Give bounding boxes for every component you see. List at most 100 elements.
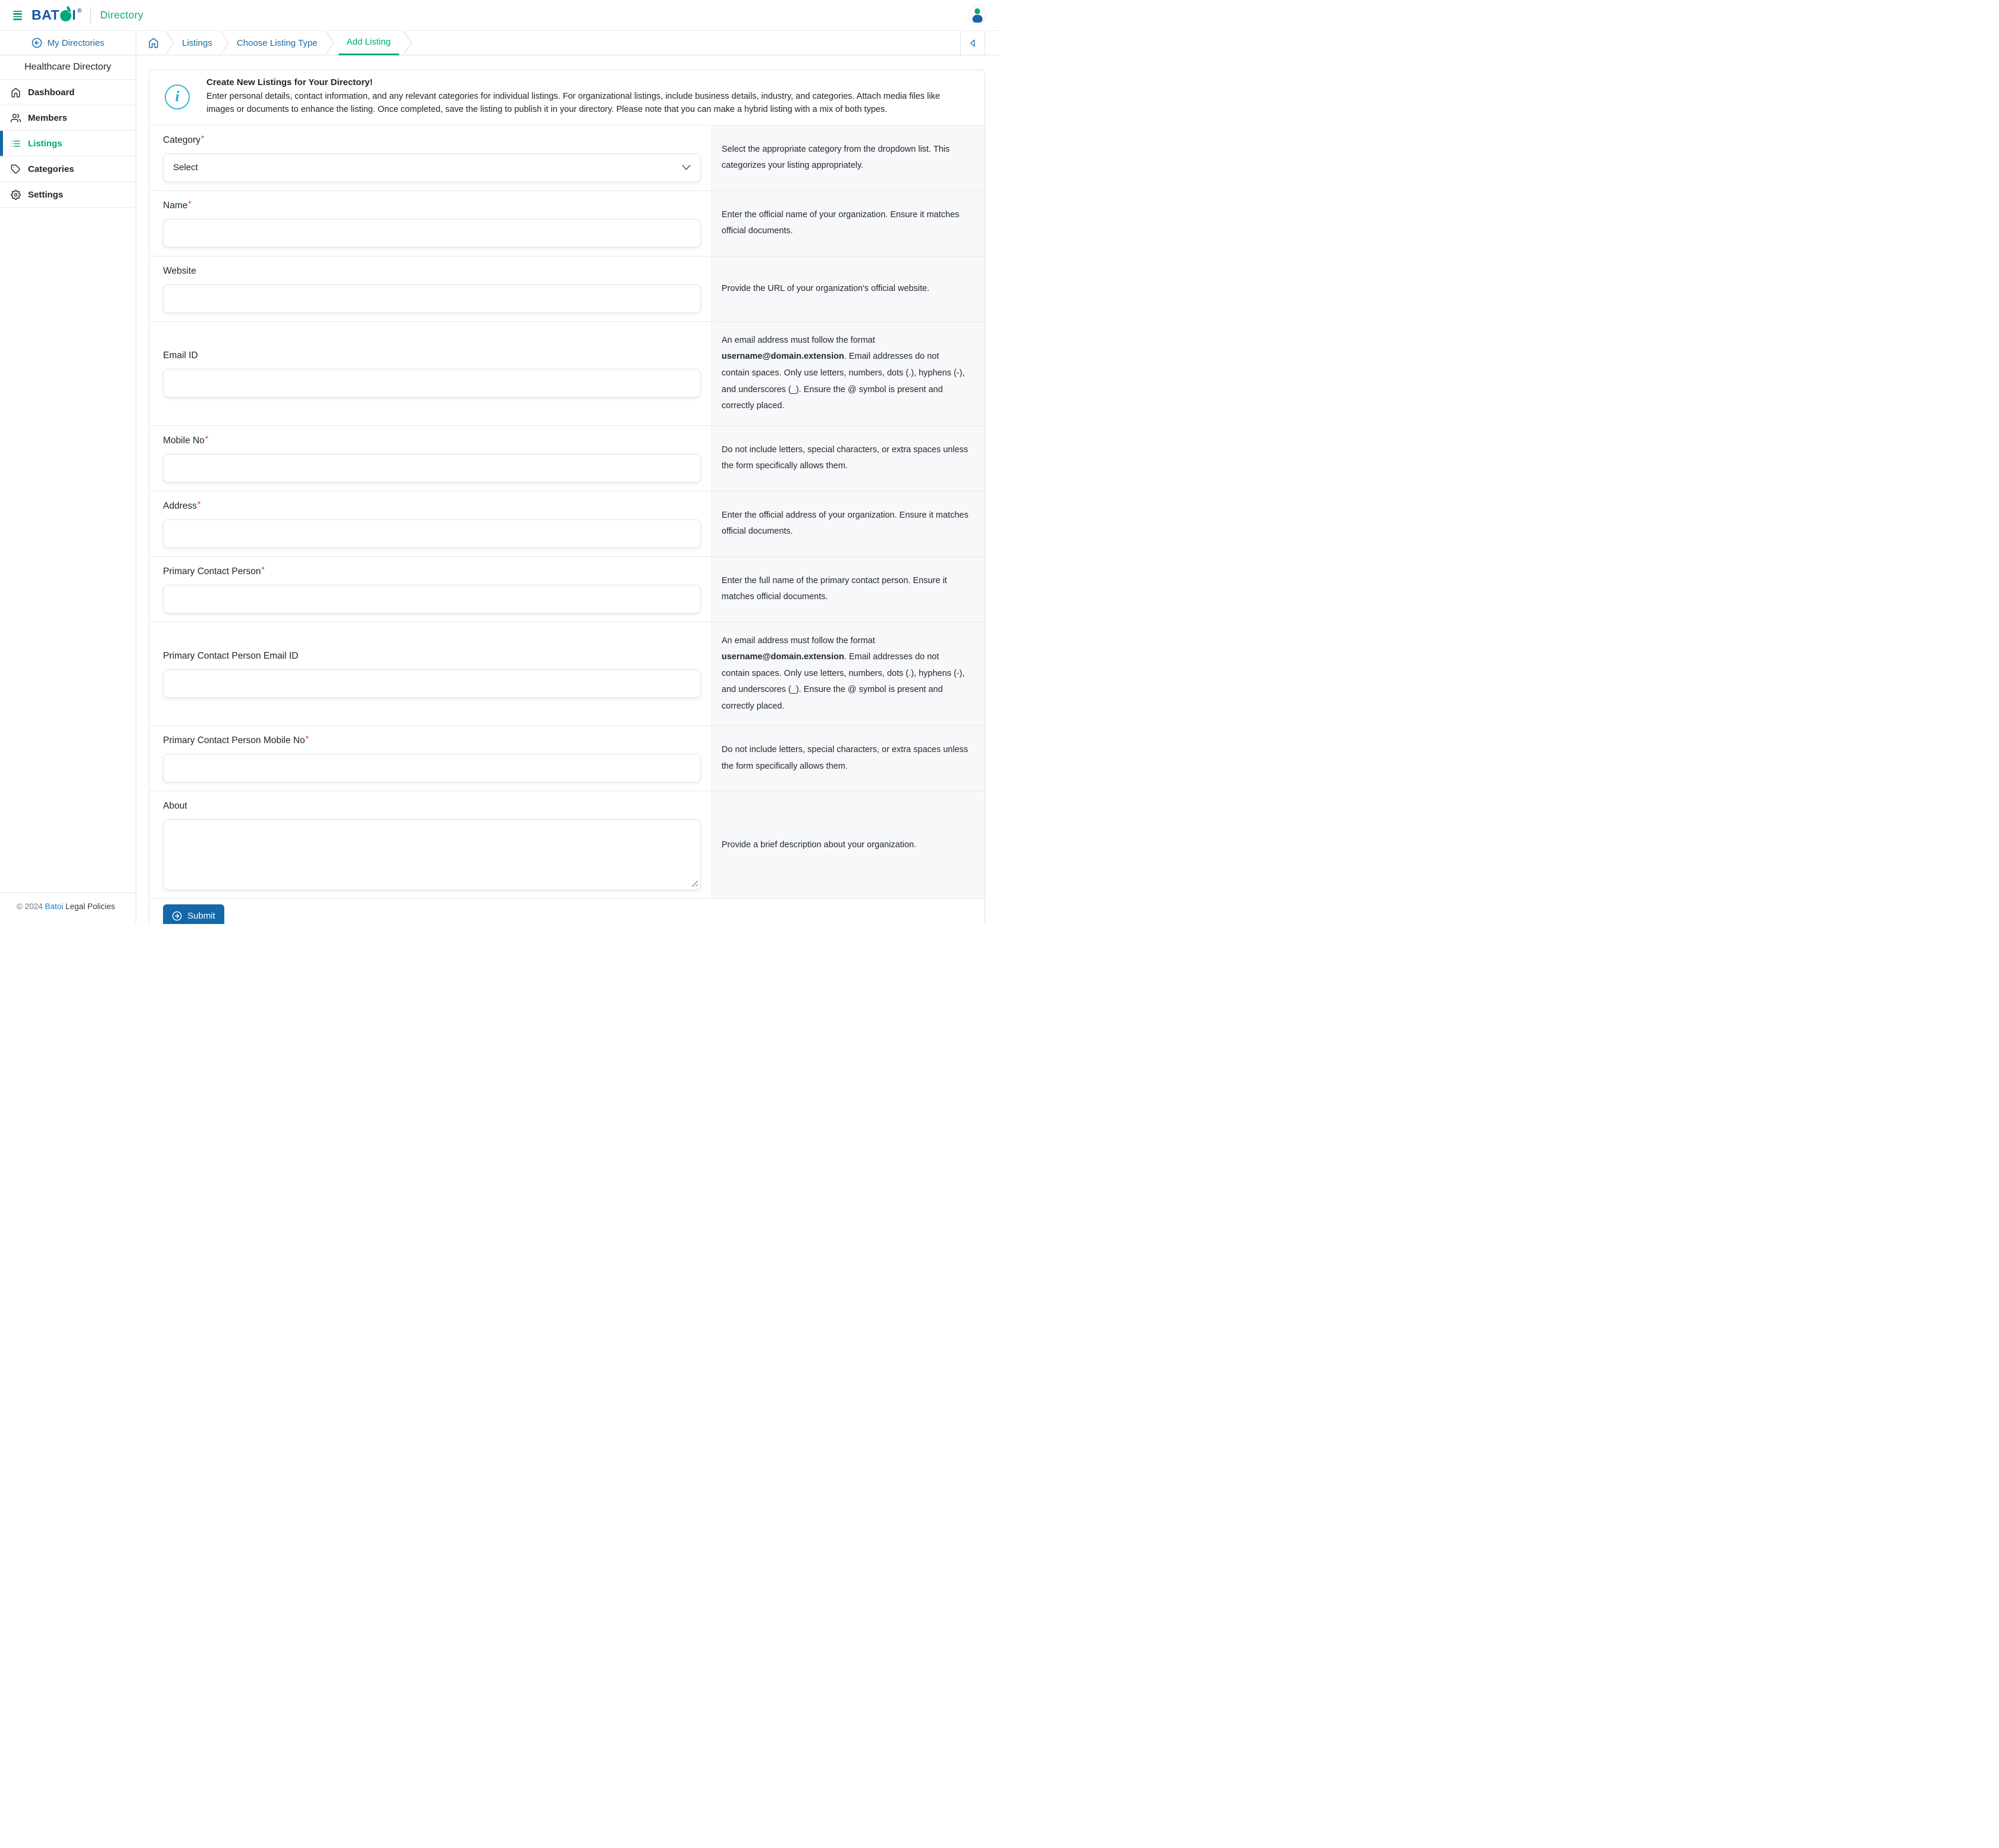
app-name: Directory [100,9,144,21]
chevron-separator-icon [325,31,334,55]
form-row-mobile: Mobile No* Do not include letters, speci… [149,425,985,491]
my-directories-back-button[interactable]: My Directories [0,31,136,55]
form-row-address: Address* Enter the official address of y… [149,491,985,557]
field-label: Primary Contact Person Email ID [163,651,299,662]
chevron-down-icon [682,165,691,171]
field-label: Address* [163,499,201,511]
logo-text-bat: BAT [32,7,60,23]
copyright-text: © 2024 [17,902,43,911]
batoi-link[interactable]: Batoi [45,902,64,911]
directory-title: Healthcare Directory [0,55,136,80]
submit-button[interactable]: Submit [163,904,224,924]
field-help: Enter the full name of the primary conta… [711,556,985,622]
form-row-website: Website Provide the URL of your organiza… [149,256,985,322]
page: BAT I ® Directory My Directories Listing… [0,0,1000,924]
required-asterisk: * [188,198,192,208]
field-help: Enter the official address of your organ… [711,491,985,556]
gear-icon [11,189,21,200]
user-avatar-icon[interactable] [968,6,986,24]
form-row-about: About Provide a brief description about … [149,791,985,900]
breadcrumb-listings[interactable]: Listings [182,37,212,48]
form-row-primary-contact-email: Primary Contact Person Email ID An email… [149,622,985,726]
field-help: Enter the official name of your organiza… [711,190,985,256]
home-icon [11,87,20,98]
website-input[interactable] [163,284,701,313]
sidebar-item-members[interactable]: Members [0,105,136,131]
app-header: BAT I ® Directory [0,0,1000,31]
field-label: Category* [163,133,205,145]
required-asterisk: * [261,564,265,574]
breadcrumb-add-listing-current: Add Listing [338,31,399,55]
name-input[interactable] [163,218,701,248]
sidebar-item-categories[interactable]: Categories [0,156,136,182]
required-asterisk: * [200,133,205,143]
category-select[interactable]: Select [163,153,701,182]
primary-contact-mobile-input[interactable] [163,754,701,783]
address-input[interactable] [163,519,701,548]
logo-text-i: I [72,7,76,23]
intro-title: Create New Listings for Your Directory! [206,77,373,87]
submit-row: Submit [149,899,985,924]
menu-icon[interactable] [13,10,22,20]
sidebar-item-dashboard[interactable]: Dashboard [0,80,136,105]
footer: © 2024 Batoi Legal Policies [0,892,136,924]
primary-contact-input[interactable] [163,584,701,613]
sidebar-item-label: Dashboard [28,87,75,98]
sidebar-item-label: Members [28,112,67,123]
field-label: Primary Contact Person Mobile No* [163,734,309,746]
primary-contact-email-input[interactable] [163,669,701,699]
chevron-separator-icon [165,31,174,55]
field-help: Provide the URL of your organization's o… [711,256,985,321]
intro-banner: i Create New Listings for Your Directory… [149,70,985,126]
registered-mark: ® [77,8,82,14]
field-help: An email address must follow the format … [711,321,985,425]
category-select-value: Select [173,162,198,173]
sidebar-item-label: Listings [28,138,62,149]
field-label: Primary Contact Person* [163,564,265,577]
breadcrumb-home[interactable] [146,37,161,48]
field-help: Do not include letters, special characte… [711,726,985,791]
form-row-category: Category* Select Select the appropriate … [149,125,985,191]
tag-icon [11,164,20,174]
form-row-email: Email ID An email address must follow th… [149,321,985,426]
users-icon [11,113,21,123]
field-label: About [163,801,187,812]
required-asterisk: * [197,499,201,509]
sidebar-item-listings[interactable]: Listings [0,131,136,156]
header-divider [90,7,92,23]
breadcrumb: Listings Choose Listing Type Add Listing [136,31,960,55]
collapse-panel-button[interactable] [960,31,985,55]
chevron-separator-icon [220,31,229,55]
breadcrumb-bar: My Directories Listings Choose Listing T… [0,31,1000,55]
field-help: Do not include letters, special characte… [711,425,985,491]
batoi-logo[interactable]: BAT I ® [32,7,82,23]
back-label: My Directories [47,37,105,48]
required-asterisk: * [305,734,309,744]
submit-arrow-icon [172,911,182,921]
legal-policies-text: Legal Policies [65,902,115,911]
field-label: Name* [163,198,192,211]
submit-label: Submit [187,910,215,921]
field-help: Select the appropriate category from the… [711,125,985,190]
field-label: Website [163,265,196,276]
navstrip-spacer [985,31,1000,55]
sidebar-item-settings[interactable]: Settings [0,182,136,208]
form-row-primary-contact-mobile: Primary Contact Person Mobile No* Do not… [149,726,985,792]
intro-body: Enter personal details, contact informat… [206,92,940,115]
field-label: Email ID [163,350,198,361]
sidebar-item-label: Categories [28,164,74,174]
email-input[interactable] [163,369,701,398]
chevron-separator-icon [403,31,412,55]
form-row-primary-contact: Primary Contact Person* Enter the full n… [149,556,985,622]
form-row-name: Name* Enter the official name of your or… [149,190,985,256]
mobile-input[interactable] [163,453,701,483]
sidebar: Healthcare Directory Dashboard Members L… [0,55,136,924]
info-icon: i [165,84,190,109]
field-help: An email address must follow the format … [711,622,985,726]
about-textarea[interactable] [163,819,701,891]
main-content: i Create New Listings for Your Directory… [136,55,1000,924]
breadcrumb-choose-listing-type[interactable]: Choose Listing Type [236,37,318,48]
field-help: Provide a brief description about your o… [711,791,985,899]
list-icon [11,140,20,146]
add-listing-card: i Create New Listings for Your Directory… [149,70,985,924]
